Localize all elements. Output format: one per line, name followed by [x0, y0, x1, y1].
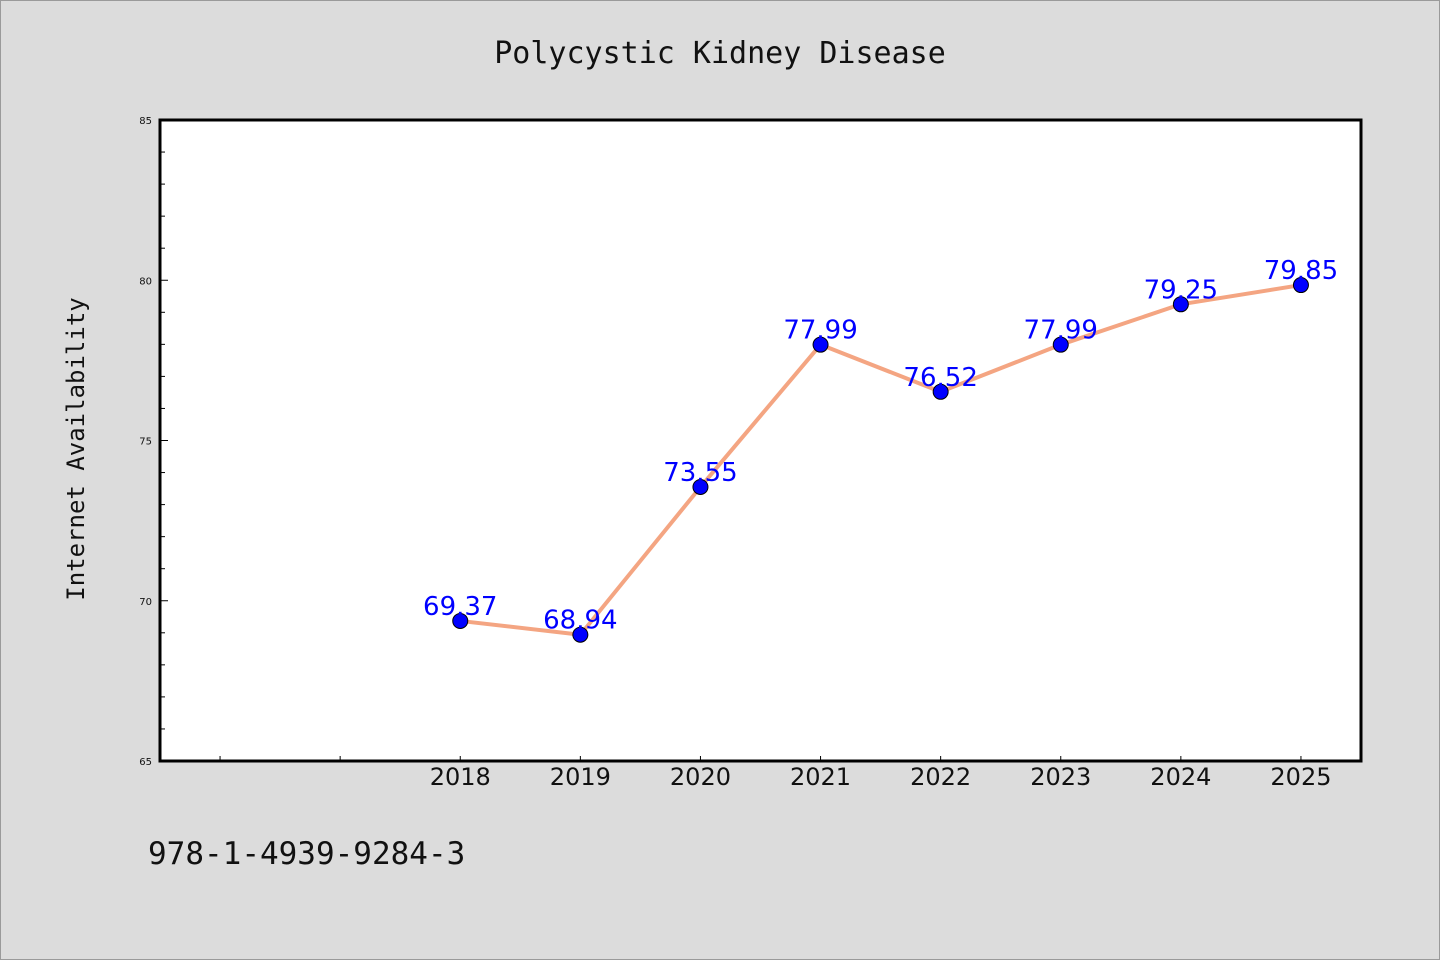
data-label: 69.37: [423, 592, 497, 622]
data-label: 77.99: [783, 316, 857, 346]
data-point: [1172, 296, 1189, 313]
y-tick-label: 80: [139, 276, 152, 287]
data-point: [812, 336, 829, 353]
data-point: [932, 383, 949, 400]
x-tick-label: 2023: [1030, 763, 1091, 791]
data-label: 79.85: [1264, 256, 1338, 286]
y-tick-label: 75: [139, 437, 152, 448]
plot-area: [158, 118, 1363, 763]
y-tick-label: 65: [139, 757, 152, 768]
footer-isbn: 978-1-4939-9284-3: [148, 836, 465, 872]
chart-title: Polycystic Kidney Disease: [494, 36, 946, 71]
x-tick-label: 2020: [670, 763, 731, 791]
data-label: 76.52: [903, 363, 977, 393]
y-axis-label: Internet Availability: [62, 297, 90, 600]
x-tick-label: 2019: [550, 763, 611, 791]
x-tick-label: 2024: [1150, 763, 1211, 791]
data-label: 73.55: [663, 458, 737, 488]
x-tick-label: 2018: [430, 763, 491, 791]
x-tick-label: 2025: [1270, 763, 1331, 791]
data-point: [692, 478, 709, 495]
data-label: 77.99: [1024, 316, 1098, 346]
data-point: [452, 612, 469, 629]
data-point: [1052, 336, 1069, 353]
data-point: [572, 626, 589, 643]
data-label: 68.94: [543, 606, 617, 636]
x-tick-label: 2021: [790, 763, 851, 791]
series-line: [460, 283, 1302, 637]
data-label: 79.25: [1144, 275, 1218, 305]
y-tick-label: 70: [139, 597, 152, 608]
x-tick-label: 2022: [910, 763, 971, 791]
data-point: [1292, 277, 1309, 294]
y-tick-label: 85: [139, 116, 152, 127]
